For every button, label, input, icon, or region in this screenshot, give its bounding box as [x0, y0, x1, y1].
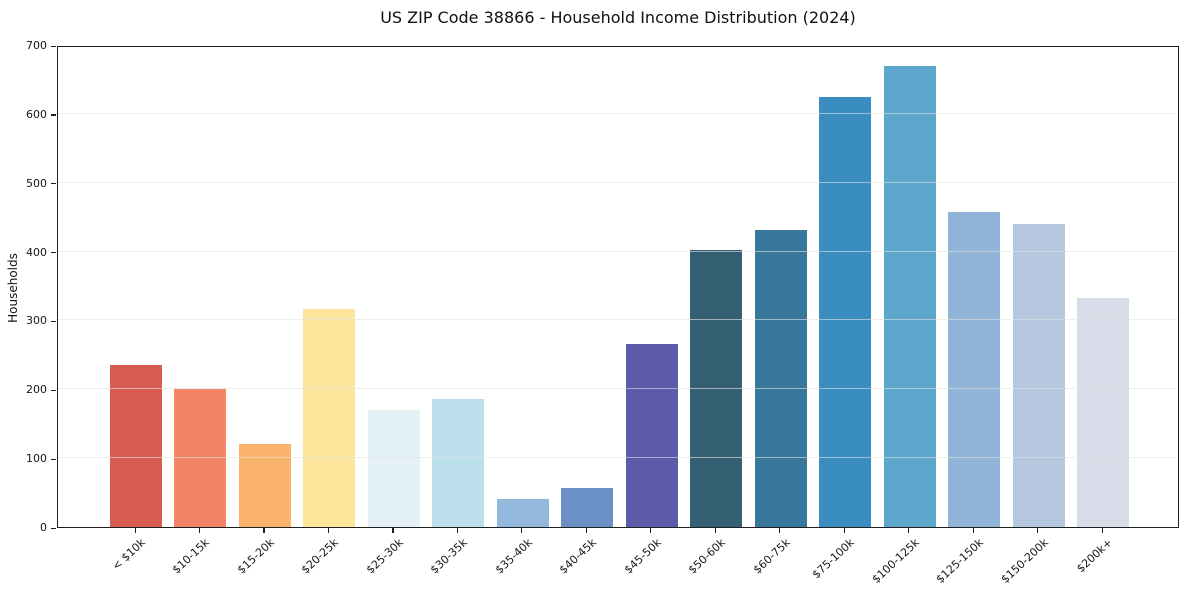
x-tick-label: $125-150k	[933, 536, 986, 586]
bar	[690, 249, 743, 527]
x-tick-mark	[714, 528, 716, 533]
y-tick-label: 400	[26, 245, 47, 259]
y-tick-label: 600	[26, 107, 47, 121]
chart-title: US ZIP Code 38866 - Household Income Dis…	[380, 8, 856, 27]
x-tick-label: $50-60k	[686, 536, 729, 577]
x-tick-label: $100-125k	[869, 536, 922, 586]
x-tick-label: $15-20k	[234, 536, 277, 577]
gridline	[58, 112, 1178, 114]
x-tick-mark	[843, 528, 845, 533]
x-tick-mark	[972, 528, 974, 533]
y-tick-label: 100	[26, 452, 47, 466]
y-tick-mark	[51, 458, 56, 460]
bar	[625, 343, 678, 527]
plot-area	[57, 46, 1179, 528]
x-tick-mark	[908, 528, 910, 533]
x-tick-mark	[198, 528, 201, 533]
x-tick-mark	[263, 528, 265, 533]
bar	[110, 365, 162, 527]
bar	[948, 211, 1001, 527]
y-tick-label: 200	[26, 383, 47, 397]
x-tick-label: $75-100k	[809, 536, 857, 582]
x-tick-mark	[1101, 528, 1103, 533]
y-tick-label: 300	[26, 314, 47, 328]
x-tick-mark	[585, 528, 587, 533]
bar	[819, 97, 872, 527]
gridline	[58, 250, 1178, 252]
bar	[1012, 224, 1065, 527]
y-tick-mark	[51, 252, 56, 254]
x-tick-mark	[392, 528, 394, 533]
gridline	[58, 319, 1178, 321]
bar	[1077, 297, 1129, 527]
y-tick-mark	[51, 389, 56, 391]
bar	[561, 488, 614, 527]
gridline	[58, 457, 1178, 459]
x-tick-mark	[779, 528, 781, 533]
bar	[367, 409, 420, 527]
x-tick-label: $60-75k	[750, 536, 793, 577]
x-tick-label: $10-15k	[170, 536, 213, 577]
x-tick-label: $20-25k	[299, 536, 342, 577]
x-tick-mark	[1037, 528, 1039, 533]
bar	[754, 229, 807, 527]
x-tick-label: < $10k	[109, 536, 148, 573]
bar	[496, 498, 549, 527]
y-tick-mark	[51, 320, 56, 323]
bar	[303, 308, 356, 527]
y-tick-mark	[51, 527, 56, 529]
x-tick-mark	[521, 528, 523, 533]
x-tick-mark	[650, 528, 652, 533]
x-tick-mark	[456, 528, 459, 533]
y-tick-label: 0	[40, 521, 47, 534]
x-tick-label: $30-35k	[428, 536, 471, 577]
x-tick-label: $35-40k	[492, 536, 535, 577]
bar	[432, 398, 485, 527]
gridline	[58, 388, 1178, 390]
bar	[883, 65, 936, 527]
y-tick-mark	[51, 45, 56, 47]
x-tick-mark	[327, 528, 330, 533]
x-tick-label: $40-45k	[557, 536, 600, 577]
x-tick-mark	[134, 528, 136, 533]
x-tick-label: $150-200k	[998, 536, 1051, 586]
y-tick-label: 500	[26, 176, 47, 190]
y-tick-label: 700	[26, 39, 47, 52]
y-tick-mark	[51, 114, 56, 116]
x-tick-label: $200k+	[1074, 536, 1115, 576]
gridline	[58, 181, 1178, 183]
x-tick-label: $25-30k	[363, 536, 406, 577]
y-tick-mark	[51, 183, 56, 185]
x-tick-label: $45-50k	[621, 536, 664, 577]
